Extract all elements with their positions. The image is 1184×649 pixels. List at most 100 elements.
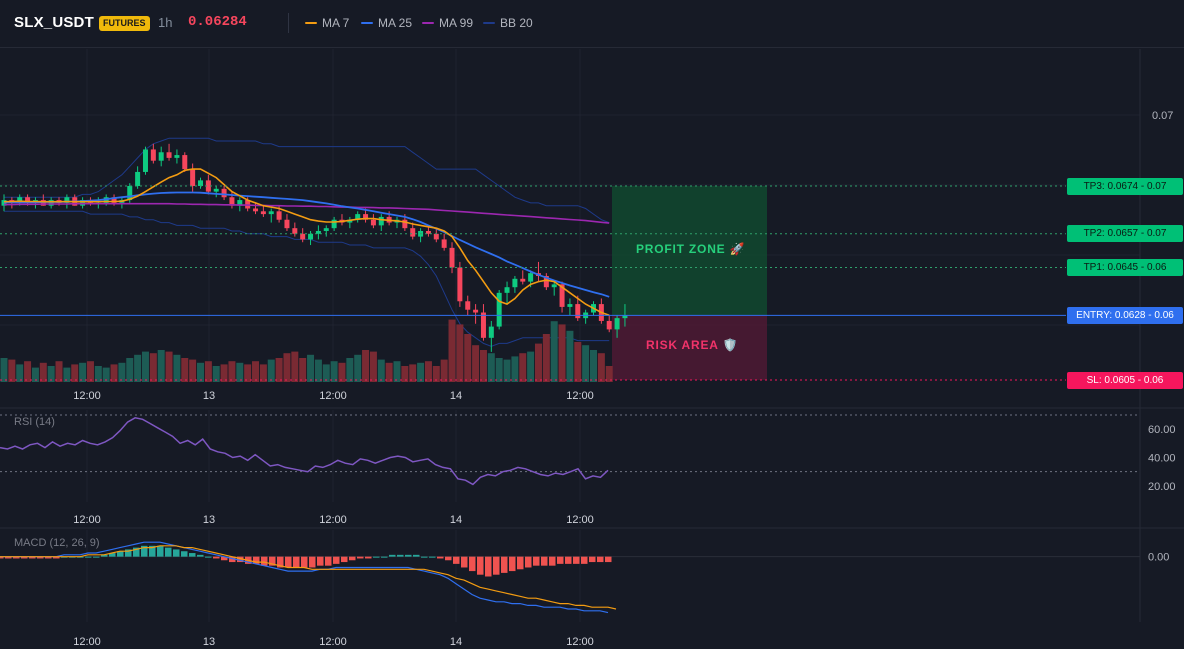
candle-body (449, 247, 455, 268)
candle-body (457, 267, 463, 302)
level-tag[interactable]: SL: 0.0605 - 0.06 (1067, 371, 1183, 389)
macd-hist-bar (357, 556, 364, 559)
macd-hist-bar (301, 556, 308, 568)
candle-body (142, 149, 148, 172)
volume-bar (31, 367, 39, 382)
legend-ma99[interactable]: MA 99 (422, 16, 473, 30)
volume-bar (55, 361, 63, 382)
candle-body (135, 171, 141, 186)
time-axis-label: 13 (203, 390, 215, 402)
volume-bar (448, 319, 456, 382)
macd-hist-bar (181, 551, 188, 557)
bb-lower-line (4, 210, 610, 347)
candle-body (205, 180, 211, 192)
macd-hist-bar (0, 556, 4, 559)
macd-signal-line (0, 545, 617, 610)
candle-body (528, 273, 534, 282)
macd-hist-bar (333, 556, 340, 564)
volume-bar (24, 361, 32, 382)
macd-hist-bar (309, 556, 316, 568)
candle-body (614, 318, 620, 330)
bb20-swatch (483, 22, 495, 24)
volume-bar (424, 361, 432, 382)
candle-body (520, 278, 526, 282)
candle-body (260, 211, 266, 215)
rsi-panel: RSI (14) 60.00 40.00 20.00 (0, 414, 1176, 493)
macd-hist-bar (221, 556, 228, 561)
volume-bar (244, 364, 252, 382)
ma99-swatch (422, 22, 434, 24)
macd-hist-bar (93, 556, 100, 558)
time-axis-label: 13 (203, 636, 215, 648)
volume-bar (236, 362, 244, 382)
level-tag[interactable]: ENTRY: 0.0628 - 0.06 (1067, 306, 1183, 324)
level-label: TP2: 0.0657 (1083, 228, 1139, 240)
macd-hist-bar (133, 547, 140, 557)
volume-bar (71, 364, 79, 382)
candle-body (245, 200, 251, 209)
macd-hist-bar (469, 556, 476, 572)
volume-bar (110, 364, 118, 382)
volume-bar (534, 343, 542, 382)
candle-body (473, 309, 479, 313)
level-tag[interactable]: TP1: 0.0645 - 0.06 (1067, 259, 1183, 277)
level-label: ENTRY: 0.0628 (1076, 309, 1146, 321)
volume-bar (228, 361, 236, 382)
bb-upper-line (4, 137, 610, 224)
volume-bar (385, 362, 393, 382)
volume-bar (134, 354, 142, 382)
level-price-suffix: - 0.07 (1138, 228, 1167, 240)
macd-hist-bar (197, 554, 204, 557)
candle-body (378, 216, 384, 226)
candle-body (315, 230, 321, 234)
candle-body (425, 230, 431, 234)
macd-hist-bar (349, 556, 356, 561)
volume-bar (126, 358, 134, 382)
time-axis-label: 12:00 (319, 390, 347, 402)
profit-zone-label: PROFIT ZONE 🚀 (636, 242, 746, 256)
volume-bar (86, 361, 94, 382)
level-price-suffix: - 0.07 (1138, 180, 1167, 192)
legend-ma99-label: MA 99 (439, 16, 474, 30)
macd-hist-bar (461, 556, 468, 568)
macd-hist-bar (157, 545, 164, 557)
macd-hist-bar (421, 556, 428, 558)
symbol-name[interactable]: SLX_USDT (14, 14, 94, 31)
macd-hist-bar (189, 553, 196, 557)
interval-selector[interactable]: 1h (158, 15, 173, 30)
level-label: TP3: 0.0674 (1083, 180, 1139, 192)
volume-bar (16, 364, 24, 382)
level-tag[interactable]: TP3: 0.0674 - 0.07 (1067, 177, 1183, 195)
macd-hist-bar (293, 556, 300, 568)
level-tag[interactable]: TP2: 0.0657 - 0.07 (1067, 225, 1183, 243)
macd-hist-bar (117, 551, 124, 557)
risk-area-label: RISK AREA 🛡️ (646, 338, 739, 352)
macd-hist-bar (605, 556, 612, 563)
macd-hist-bar (589, 556, 596, 563)
legend-bb20[interactable]: BB 20 (483, 16, 533, 30)
volume-bar (94, 366, 102, 382)
volume-bar (393, 361, 401, 382)
volume-bar (275, 358, 283, 382)
volume-bar (456, 324, 464, 382)
macd-hist-bar (21, 556, 28, 559)
volume-bar (204, 361, 212, 382)
header-divider (288, 13, 289, 33)
volume-bar (189, 359, 197, 382)
candle-body (174, 155, 180, 158)
macd-hist-bar (37, 556, 44, 559)
volume-bar (417, 362, 425, 382)
volume-bar (346, 358, 354, 382)
macd-hist-bar (397, 554, 404, 557)
macd-hist-bar (109, 553, 116, 557)
volume-bar (566, 330, 574, 382)
rsi-axis-label: 20.00 (1148, 481, 1176, 493)
volume-bar (377, 359, 385, 382)
macd-hist-bar (325, 556, 332, 566)
grid-lines (0, 49, 1184, 622)
legend-ma7[interactable]: MA 7 (305, 16, 349, 30)
volume-bar (165, 351, 173, 382)
legend-ma25[interactable]: MA 25 (361, 16, 412, 30)
volume-bar (141, 351, 149, 382)
